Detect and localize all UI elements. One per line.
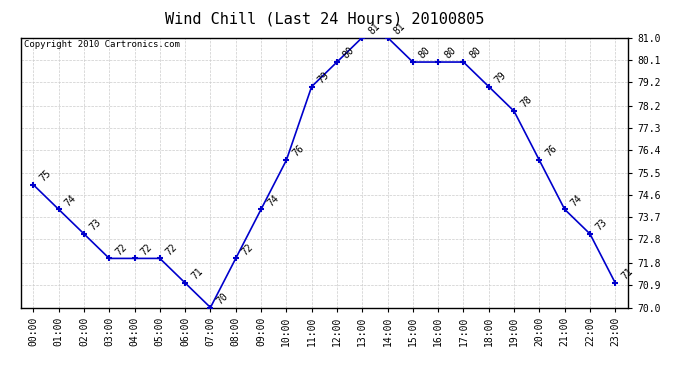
Text: 72: 72 [113, 242, 129, 257]
Text: 74: 74 [569, 192, 584, 208]
Text: 81: 81 [392, 21, 407, 36]
Text: 76: 76 [290, 144, 306, 159]
Text: 72: 72 [164, 242, 179, 257]
Text: 74: 74 [265, 192, 281, 208]
Text: Wind Chill (Last 24 Hours) 20100805: Wind Chill (Last 24 Hours) 20100805 [165, 11, 484, 26]
Text: 79: 79 [316, 70, 331, 85]
Text: 81: 81 [366, 21, 382, 36]
Text: 70: 70 [215, 291, 230, 306]
Text: 79: 79 [493, 70, 509, 85]
Text: 80: 80 [468, 45, 483, 61]
Text: 74: 74 [63, 192, 78, 208]
Text: 75: 75 [37, 168, 53, 183]
Text: 72: 72 [139, 242, 154, 257]
Text: 80: 80 [341, 45, 357, 61]
Text: 71: 71 [620, 266, 635, 282]
Text: 73: 73 [88, 217, 104, 232]
Text: 78: 78 [518, 94, 533, 110]
Text: 73: 73 [594, 217, 609, 232]
Text: 80: 80 [417, 45, 433, 61]
Text: Copyright 2010 Cartronics.com: Copyright 2010 Cartronics.com [23, 40, 179, 49]
Text: 72: 72 [240, 242, 255, 257]
Text: 76: 76 [544, 144, 559, 159]
Text: 80: 80 [442, 45, 457, 61]
Text: 71: 71 [189, 266, 205, 282]
